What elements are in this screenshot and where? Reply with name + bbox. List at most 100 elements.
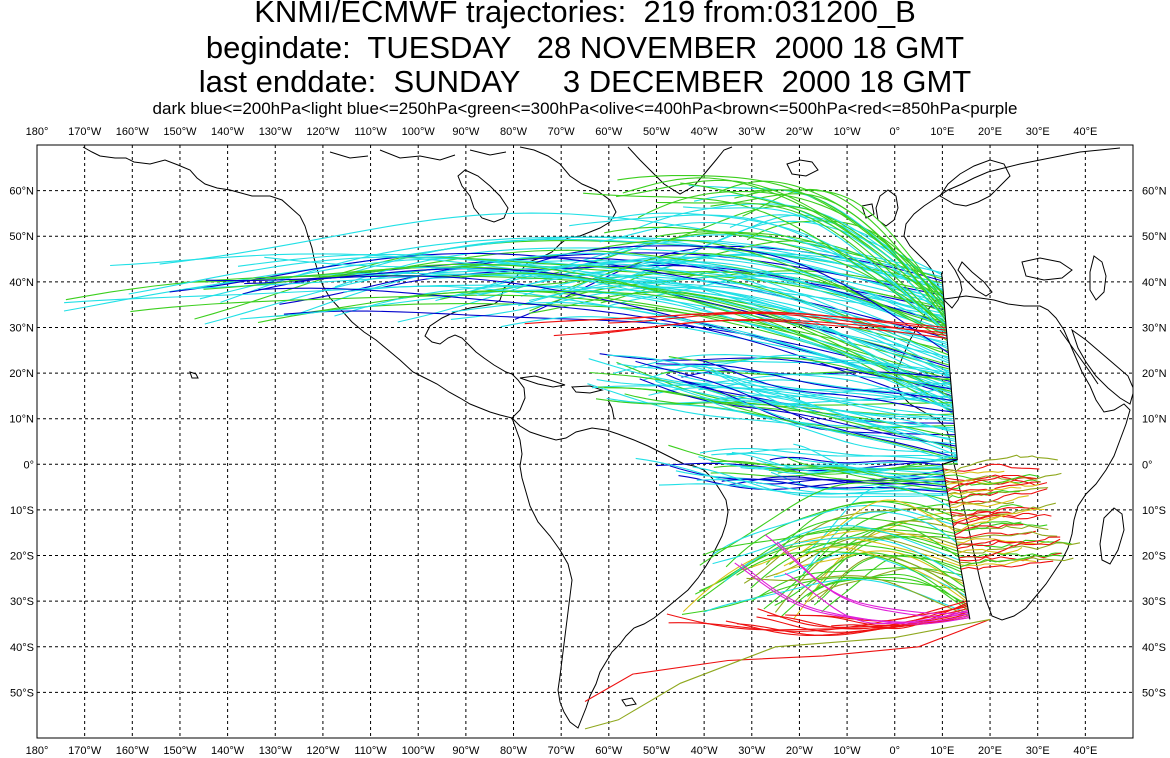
trajectory-line bbox=[668, 356, 952, 392]
trajectory-line bbox=[63, 272, 946, 317]
lon-tick-label-top: 60°W bbox=[595, 126, 623, 138]
trajectory-line bbox=[952, 513, 1052, 527]
lat-tick-label-right: 40°S bbox=[1142, 642, 1166, 654]
trajectory-line bbox=[654, 379, 958, 463]
trajectory-line bbox=[719, 180, 947, 321]
lon-tick-label-bottom: 170°W bbox=[68, 745, 102, 757]
lon-tick-label-top: 0° bbox=[889, 126, 900, 138]
trajectory-line bbox=[264, 256, 952, 393]
trajectory-line bbox=[683, 206, 948, 336]
trajectory-line bbox=[721, 478, 948, 493]
lon-tick-label-bottom: 180° bbox=[26, 745, 49, 757]
trajectory-line bbox=[756, 459, 945, 479]
trajectory-line bbox=[599, 221, 946, 314]
trajectory-line bbox=[703, 578, 970, 615]
lon-tick-label-top: 50°W bbox=[643, 126, 671, 138]
trajectory-line bbox=[941, 272, 971, 620]
title-line-1: KNMI/ECMWF trajectories: 219 from:031200… bbox=[254, 0, 916, 29]
trajectory-line bbox=[399, 256, 949, 356]
coastlines bbox=[82, 146, 1133, 729]
lon-tick-label-top: 160°W bbox=[116, 126, 150, 138]
trajectory-line bbox=[742, 188, 946, 312]
lat-tick-label-right: 60°N bbox=[1142, 186, 1167, 198]
trajectory-line bbox=[647, 364, 954, 411]
trajectory-line bbox=[960, 559, 1037, 567]
trajectory-line bbox=[169, 252, 948, 339]
coast-arctic-islands bbox=[329, 149, 507, 161]
trajectory-line bbox=[653, 383, 956, 443]
lon-tick-label-bottom: 90°W bbox=[452, 745, 480, 757]
lon-tick-label-bottom: 20°W bbox=[786, 745, 814, 757]
trajectory-line bbox=[960, 554, 1065, 568]
trajectory-line bbox=[692, 466, 948, 498]
trajectory-line bbox=[616, 179, 946, 310]
trajectory-line bbox=[579, 275, 947, 331]
lon-tick-label-top: 70°W bbox=[548, 126, 576, 138]
lon-tick-label-bottom: 0° bbox=[889, 745, 900, 757]
trajectory-line bbox=[950, 495, 1029, 509]
trajectory-line bbox=[583, 192, 948, 334]
trajectory-line bbox=[946, 474, 1040, 490]
trajectory-line bbox=[593, 275, 954, 415]
title-line-3: last enddate: SUNDAY 3 DECEMBER 2000 18 … bbox=[198, 64, 972, 99]
trajectory-line bbox=[954, 524, 1024, 536]
lon-tick-label-bottom: 120°W bbox=[306, 745, 340, 757]
trajectory-line bbox=[808, 573, 969, 611]
lon-tick-label-bottom: 130°W bbox=[259, 745, 293, 757]
lon-tick-label-top: 180° bbox=[26, 126, 49, 138]
trajectory-line bbox=[802, 511, 957, 574]
trajectory-line bbox=[807, 567, 964, 603]
coast-italy bbox=[957, 261, 993, 297]
lon-tick-label-bottom: 40°E bbox=[1073, 745, 1097, 757]
trajectory-line bbox=[739, 537, 961, 571]
trajectory-line bbox=[553, 319, 947, 337]
title-line-2: begindate: TUESDAY 28 NOVEMBER 2000 18 G… bbox=[205, 30, 965, 65]
coast-europe bbox=[903, 147, 1121, 309]
trajectory-line bbox=[589, 319, 948, 339]
trajectory-line bbox=[476, 274, 953, 401]
lat-tick-label-right: 30°S bbox=[1142, 596, 1166, 608]
lat-tick-label-left: 50°N bbox=[9, 231, 34, 243]
trajectory-line bbox=[584, 618, 991, 702]
latitude-labels-left: 60°N 50°N 40°N 30°N 20°N 10°N 0° 10°S 20°S 30°S 40… bbox=[9, 186, 34, 700]
lon-tick-label-bottom: 110°W bbox=[354, 745, 387, 757]
lon-tick-label-bottom: 40°W bbox=[691, 745, 719, 757]
trajectory-line bbox=[612, 354, 951, 375]
graticule bbox=[36, 145, 1133, 738]
coast-hudson-bay bbox=[457, 169, 509, 223]
lon-tick-label-bottom: 30°E bbox=[1026, 745, 1050, 757]
trajectory-line bbox=[279, 257, 945, 311]
lon-tick-label-bottom: 50°W bbox=[643, 745, 671, 757]
trajectory-line bbox=[698, 456, 945, 478]
trajectory-line bbox=[712, 505, 954, 555]
lon-tick-label-top: 20°W bbox=[786, 126, 814, 138]
pressure-legend: dark blue<=200hPa<light blue<=250hPa<gre… bbox=[152, 99, 1018, 118]
trajectory-line bbox=[699, 447, 958, 463]
coast-lesser-antilles bbox=[607, 399, 615, 419]
trajectory-line bbox=[596, 379, 957, 452]
trajectory-line bbox=[943, 454, 1058, 472]
trajectory-line bbox=[591, 373, 952, 389]
trajectory-line bbox=[776, 541, 970, 617]
trajectory-line bbox=[729, 476, 947, 488]
trajectory-line bbox=[736, 551, 969, 608]
trajectory-line bbox=[955, 531, 1058, 541]
trajectory-line bbox=[584, 618, 991, 730]
lon-tick-label-top: 150°W bbox=[163, 126, 197, 138]
trajectory-line bbox=[746, 575, 970, 617]
trajectory-line bbox=[952, 511, 1013, 525]
trajectory-line bbox=[710, 468, 944, 477]
trajectory-line bbox=[947, 486, 1022, 497]
coast-black-sea bbox=[1021, 257, 1073, 281]
coast-north-america-west bbox=[82, 146, 513, 419]
lat-tick-label-right: 10°S bbox=[1142, 505, 1166, 517]
lon-tick-label-bottom: 30°W bbox=[738, 745, 766, 757]
trajectory-line bbox=[958, 547, 1023, 555]
lat-tick-label-left: 40°S bbox=[10, 642, 34, 654]
trajectory-line bbox=[958, 552, 1063, 558]
lon-tick-label-top: 100°W bbox=[402, 126, 436, 138]
trajectory-line bbox=[705, 398, 955, 431]
trajectory-line bbox=[695, 517, 955, 595]
lon-tick-label-top: 120°W bbox=[306, 126, 340, 138]
trajectory-line bbox=[955, 530, 1036, 539]
